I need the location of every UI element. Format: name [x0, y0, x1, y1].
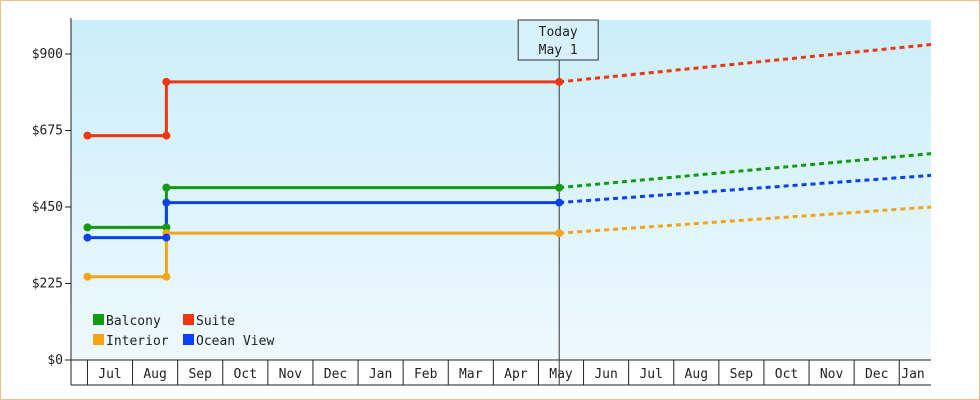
data-point-interior [162, 272, 171, 281]
data-point-balcony [83, 223, 92, 232]
legend-label-interior: Interior [106, 334, 169, 349]
series-forecast-ocean-view [559, 173, 932, 205]
data-point-balcony [162, 223, 171, 232]
x-tick-label: Sep [730, 367, 754, 382]
x-tick-label: Nov [820, 367, 844, 382]
x-tick-label: Sep [188, 367, 212, 382]
series-line-suite [87, 80, 560, 138]
x-tick-label: Jan [369, 367, 392, 382]
legend-label-balcony: Balcony [106, 314, 161, 329]
legend-swatch-interior [93, 334, 104, 345]
x-tick-label: Mar [459, 367, 483, 382]
data-point-suite [162, 77, 171, 86]
legend-swatch-suite [183, 314, 194, 325]
x-tick-label: Jun [594, 367, 617, 382]
data-point-suite [83, 131, 92, 140]
legend-label-suite: Suite [196, 314, 235, 329]
y-tick-label: $675 [32, 124, 63, 139]
x-tick-label: Oct [775, 367, 798, 382]
data-point-ocean-view [162, 233, 171, 242]
y-tick-label: $450 [32, 200, 63, 215]
plot-background [71, 20, 931, 360]
legend-swatch-ocean-view [183, 334, 194, 345]
data-point-balcony [555, 183, 564, 192]
legend-label-ocean-view: Ocean View [196, 334, 274, 349]
x-tick-label: Dec [865, 367, 888, 382]
today-date: May 1 [539, 43, 578, 58]
legend-swatch-balcony [93, 314, 104, 325]
x-tick-label: Jul [639, 367, 662, 382]
x-tick-label: Apr [504, 367, 528, 382]
data-point-ocean-view [162, 198, 171, 207]
today-box [517, 19, 599, 61]
data-point-suite [162, 131, 171, 140]
today-label: Today [539, 25, 578, 40]
x-tick-label: Nov [279, 367, 303, 382]
x-tick-label: Dec [324, 367, 347, 382]
x-tick-label: Oct [234, 367, 257, 382]
data-point-suite [555, 77, 564, 86]
series-forecast-interior [559, 205, 932, 235]
series-line-ocean-view [87, 201, 560, 240]
data-point-interior [555, 229, 564, 238]
x-tick-label: Jan [901, 367, 924, 382]
y-tick-label: $900 [32, 47, 63, 62]
series-line-interior [87, 231, 560, 279]
data-point-ocean-view [555, 198, 564, 207]
x-tick-label: Aug [685, 367, 708, 382]
x-tick-label: Aug [143, 367, 166, 382]
data-point-interior [83, 272, 92, 281]
data-point-ocean-view [83, 233, 92, 242]
x-tick-label: Jul [98, 367, 121, 382]
y-tick-label: $225 [32, 277, 63, 292]
x-tick-label: May [549, 367, 573, 382]
y-tick-label: $0 [47, 353, 63, 368]
data-point-balcony [162, 183, 171, 192]
x-tick-label: Feb [414, 367, 438, 382]
